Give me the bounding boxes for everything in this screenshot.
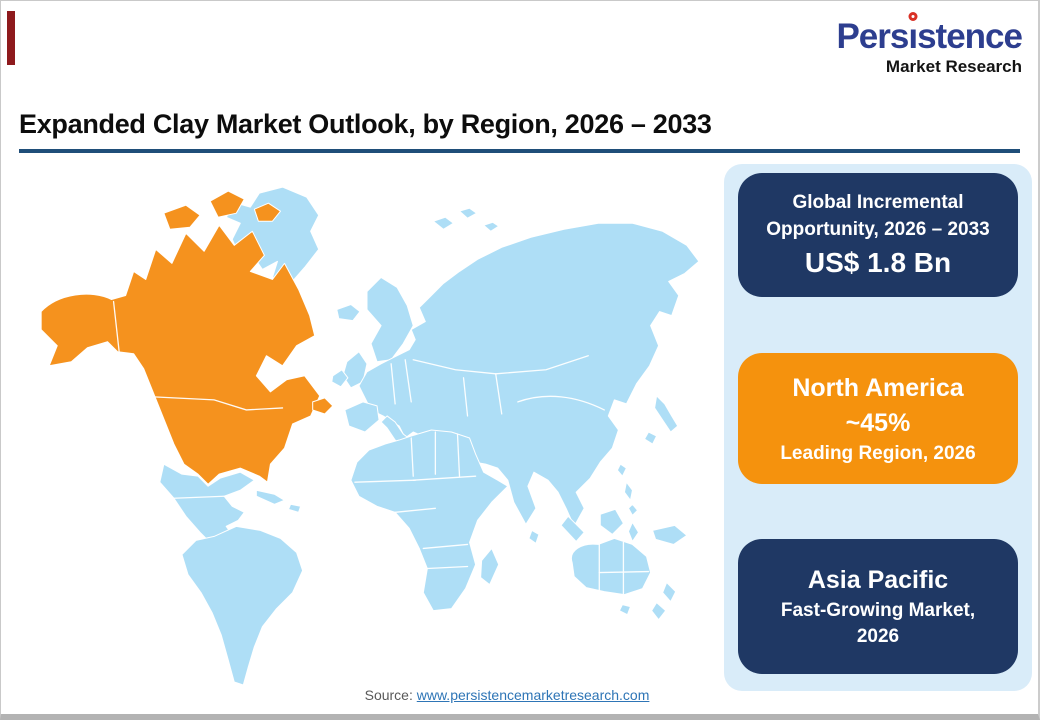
logo-red-dot-icon [908,12,918,21]
title-underline [19,149,1020,153]
global-opportunity-line1: Global Incremental [792,191,964,213]
card-north-america: North America ~45% Leading Region, 2026 [738,353,1018,484]
source-link[interactable]: www.persistencemarketresearch.com [416,687,650,703]
logo-subtitle: Market Research [885,57,1022,76]
global-opportunity-line2: Opportunity, 2026 – 2033 [766,219,990,241]
region-north-america [40,190,334,485]
source-label: Source: [364,687,413,703]
company-logo: Persı stence Market Research [836,12,1023,76]
north-america-value: ~45% [845,408,911,437]
card-asia-pacific: Asia Pacific Fast-Growing Market, 2026 [738,539,1018,674]
global-opportunity-value: US$ 1.8 Bn [804,246,952,278]
north-america-caption: Leading Region, 2026 [780,442,976,464]
page-title: Expanded Clay Market Outlook, by Region,… [19,109,712,139]
map-land-blue [159,186,700,686]
map-country-borders [173,355,650,598]
red-accent-bar [7,11,15,65]
asia-pacific-caption1: Fast-Growing Market, [780,600,976,622]
asia-pacific-caption2: 2026 [856,626,900,647]
logo-i-with-dot: ı [908,12,918,56]
sidebar-panel: Global Incremental Opportunity, 2026 – 2… [724,164,1032,691]
world-map-svg [40,186,700,686]
logo-dotless-i: ı [908,17,918,56]
logo-brand-pre: Pers [836,17,909,56]
asia-pacific-title: Asia Pacific [807,566,949,595]
logo-brand-post: stence [917,17,1023,56]
north-america-title: North America [792,373,964,402]
card-global-opportunity: Global Incremental Opportunity, 2026 – 2… [738,173,1018,297]
source-line: Source: www.persistencemarketresearch.co… [1,687,1013,703]
logo-brand-text: Persı stence [836,12,1023,56]
world-map [13,163,727,695]
